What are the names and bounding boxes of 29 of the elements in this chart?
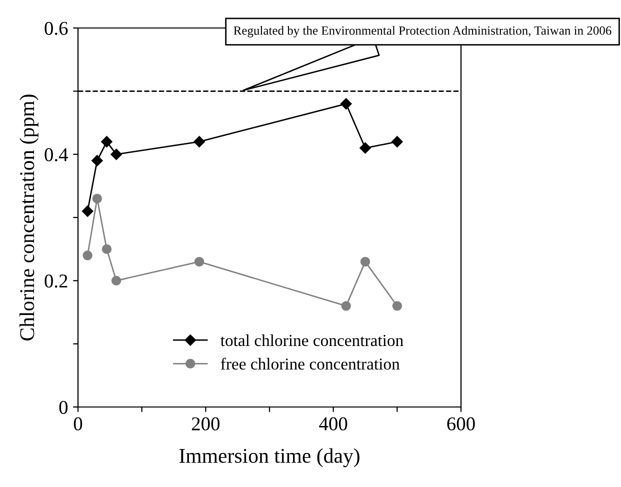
point: [360, 256, 370, 267]
point: [82, 206, 94, 217]
point: [111, 276, 122, 286]
y-tick-label: 0: [59, 400, 68, 414]
point: [392, 301, 402, 311]
point: [340, 98, 352, 110]
x-tick-label: 600: [447, 417, 475, 430]
point: [102, 244, 112, 254]
x-tick-label: 400: [319, 417, 348, 430]
annotation: Regulated by the Environmental Protection Administration, Taiwan in 2006: [234, 26, 612, 38]
point: [392, 136, 403, 148]
x-axis-title: Immersion time (day): [179, 448, 360, 468]
x-tick-label: 0: [74, 417, 82, 430]
point: [101, 136, 112, 148]
point: [110, 148, 122, 160]
point: [194, 136, 205, 148]
legend-label: total chlorine concentration: [220, 334, 404, 346]
y-axis-title: Chlorine concentration (ppm): [20, 94, 38, 340]
y-tick-label: 0.6: [44, 22, 68, 36]
legend-label: free chlorine concentration: [220, 358, 400, 370]
point: [360, 142, 371, 154]
x-tick-label: 200: [192, 417, 220, 430]
y-tick-label: 0.2: [44, 274, 68, 288]
y-tick-label: 0.4: [44, 148, 68, 162]
point: [82, 250, 92, 260]
point: [341, 301, 351, 311]
point: [92, 155, 103, 166]
point: [194, 256, 204, 267]
point: [92, 194, 102, 204]
